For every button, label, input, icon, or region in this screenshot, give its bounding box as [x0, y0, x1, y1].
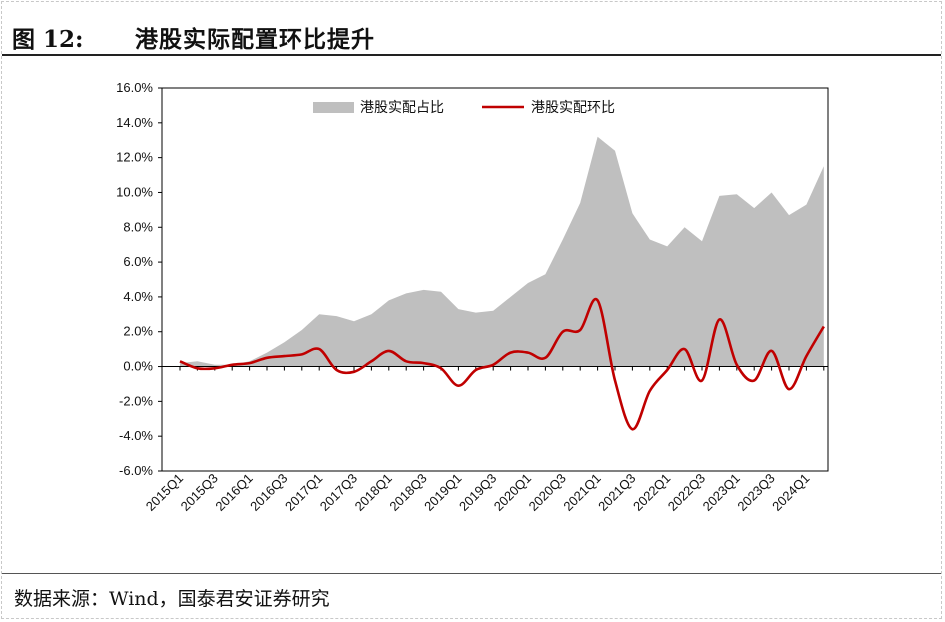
y-tick-label: 2.0% — [123, 324, 153, 339]
x-tick-label: 2021Q1 — [560, 471, 603, 514]
figure-title: 港股实际配置环比提升 — [135, 26, 375, 53]
line-series — [179, 297, 825, 431]
x-tick-label: 2017Q3 — [317, 471, 360, 514]
line-series-path — [179, 297, 825, 431]
y-tick-label: -4.0% — [119, 428, 153, 443]
x-tick-label: 2022Q1 — [630, 471, 673, 514]
x-tick-label: 2022Q3 — [665, 471, 708, 514]
figure-title-bar: 图 12: 港股实际配置环比提升 — [2, 2, 941, 56]
x-tick-label: 2019Q3 — [456, 471, 499, 514]
chart-svg: 16.0% 14.0% 12.0% 10.0% 8.0% 6.0% 4.0% 2.0% 0.0%… — [116, 80, 829, 514]
y-tick-label: 14.0% — [116, 115, 153, 130]
y-axis-ticks: 16.0% 14.0% 12.0% 10.0% 8.0% 6.0% 4.0% 2.0% 0.0%… — [116, 80, 162, 478]
x-tick-label: 2016Q1 — [212, 471, 255, 514]
x-tick-label: 2024Q1 — [769, 471, 812, 514]
x-tick-label: 2020Q3 — [526, 471, 569, 514]
y-tick-label: 4.0% — [123, 289, 153, 304]
area-series-fill — [180, 136, 824, 367]
x-tick-label: 2019Q1 — [421, 471, 464, 514]
legend: 港股实配占比 港股实配环比 — [313, 100, 615, 116]
legend-area-swatch — [313, 102, 354, 113]
y-tick-label: -2.0% — [119, 393, 153, 408]
x-tick-label: 2021Q3 — [595, 471, 638, 514]
x-tick-label: 2023Q3 — [734, 471, 777, 514]
figure-number: 图 12: — [12, 26, 84, 53]
source-note: 数据来源：Wind，国泰君安证券研究 — [14, 588, 330, 610]
y-tick-label: 16.0% — [116, 80, 153, 95]
x-tick-label: 2015Q3 — [178, 471, 221, 514]
legend-area-label: 港股实配占比 — [360, 100, 444, 116]
area-series — [180, 136, 824, 367]
x-tick-label: 2020Q1 — [491, 471, 534, 514]
y-tick-label: -6.0% — [119, 463, 153, 478]
x-tick-label: 2016Q3 — [247, 471, 290, 514]
y-tick-label: 8.0% — [123, 219, 153, 234]
y-tick-label: 12.0% — [116, 150, 153, 165]
y-tick-label: 0.0% — [123, 359, 153, 374]
source-divider — [2, 573, 941, 574]
x-tick-label: 2017Q1 — [282, 471, 325, 514]
y-tick-label: 6.0% — [123, 254, 153, 269]
x-axis-ticks: 2015Q12015Q32016Q12016Q32017Q12017Q32018… — [143, 471, 813, 514]
legend-line-label: 港股实配环比 — [531, 100, 615, 116]
x-tick-label: 2018Q1 — [352, 471, 395, 514]
x-tick-label: 2023Q1 — [700, 471, 743, 514]
y-tick-label: 10.0% — [116, 184, 153, 199]
x-tick-label: 2018Q3 — [386, 471, 429, 514]
